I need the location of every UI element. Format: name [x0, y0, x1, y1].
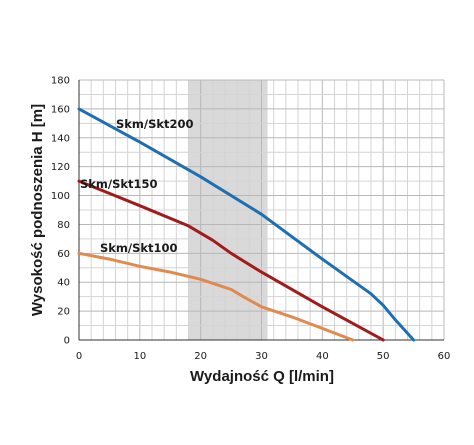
x-tick-label: 30 [255, 351, 268, 362]
series-label-skm-skt200: Skm/Skt200 [116, 117, 194, 131]
y-tick-label: 80 [57, 220, 70, 231]
series-line-skm-skt100 [77, 251, 355, 342]
x-axis-title: Wydajność Q [l/min] [190, 368, 334, 385]
x-tick-label: 50 [377, 351, 390, 362]
x-tick-label: 60 [438, 351, 451, 362]
y-tick-label: 180 [51, 76, 70, 87]
series-lines [77, 107, 416, 342]
series-label-skm-skt150: Skm/Skt150 [80, 177, 158, 191]
x-tick-label: 0 [76, 351, 82, 362]
tick-labels: 0 10 20 30 40 50 60 0 20 40 60 80 100 120 140 160 180 [51, 76, 450, 363]
series-line-skm-skt200 [77, 107, 416, 342]
y-tick-label: 0 [64, 336, 70, 347]
x-tick-label: 20 [194, 351, 207, 362]
y-tick-label: 100 [51, 191, 70, 202]
x-tick-label: 10 [133, 351, 146, 362]
x-tick-label: 40 [316, 351, 329, 362]
y-tick-label: 160 [51, 104, 70, 115]
y-axis-title: Wysokość podnoszenia H [m] [29, 104, 46, 316]
series-line-skm-skt150 [77, 179, 385, 342]
y-tick-label: 120 [51, 162, 70, 173]
y-tick-label: 20 [57, 307, 70, 318]
y-tick-label: 60 [57, 249, 70, 260]
series-label-skm-skt100: Skm/Skt100 [100, 241, 178, 255]
y-tick-label: 140 [51, 133, 70, 144]
y-tick-label: 40 [57, 278, 70, 289]
